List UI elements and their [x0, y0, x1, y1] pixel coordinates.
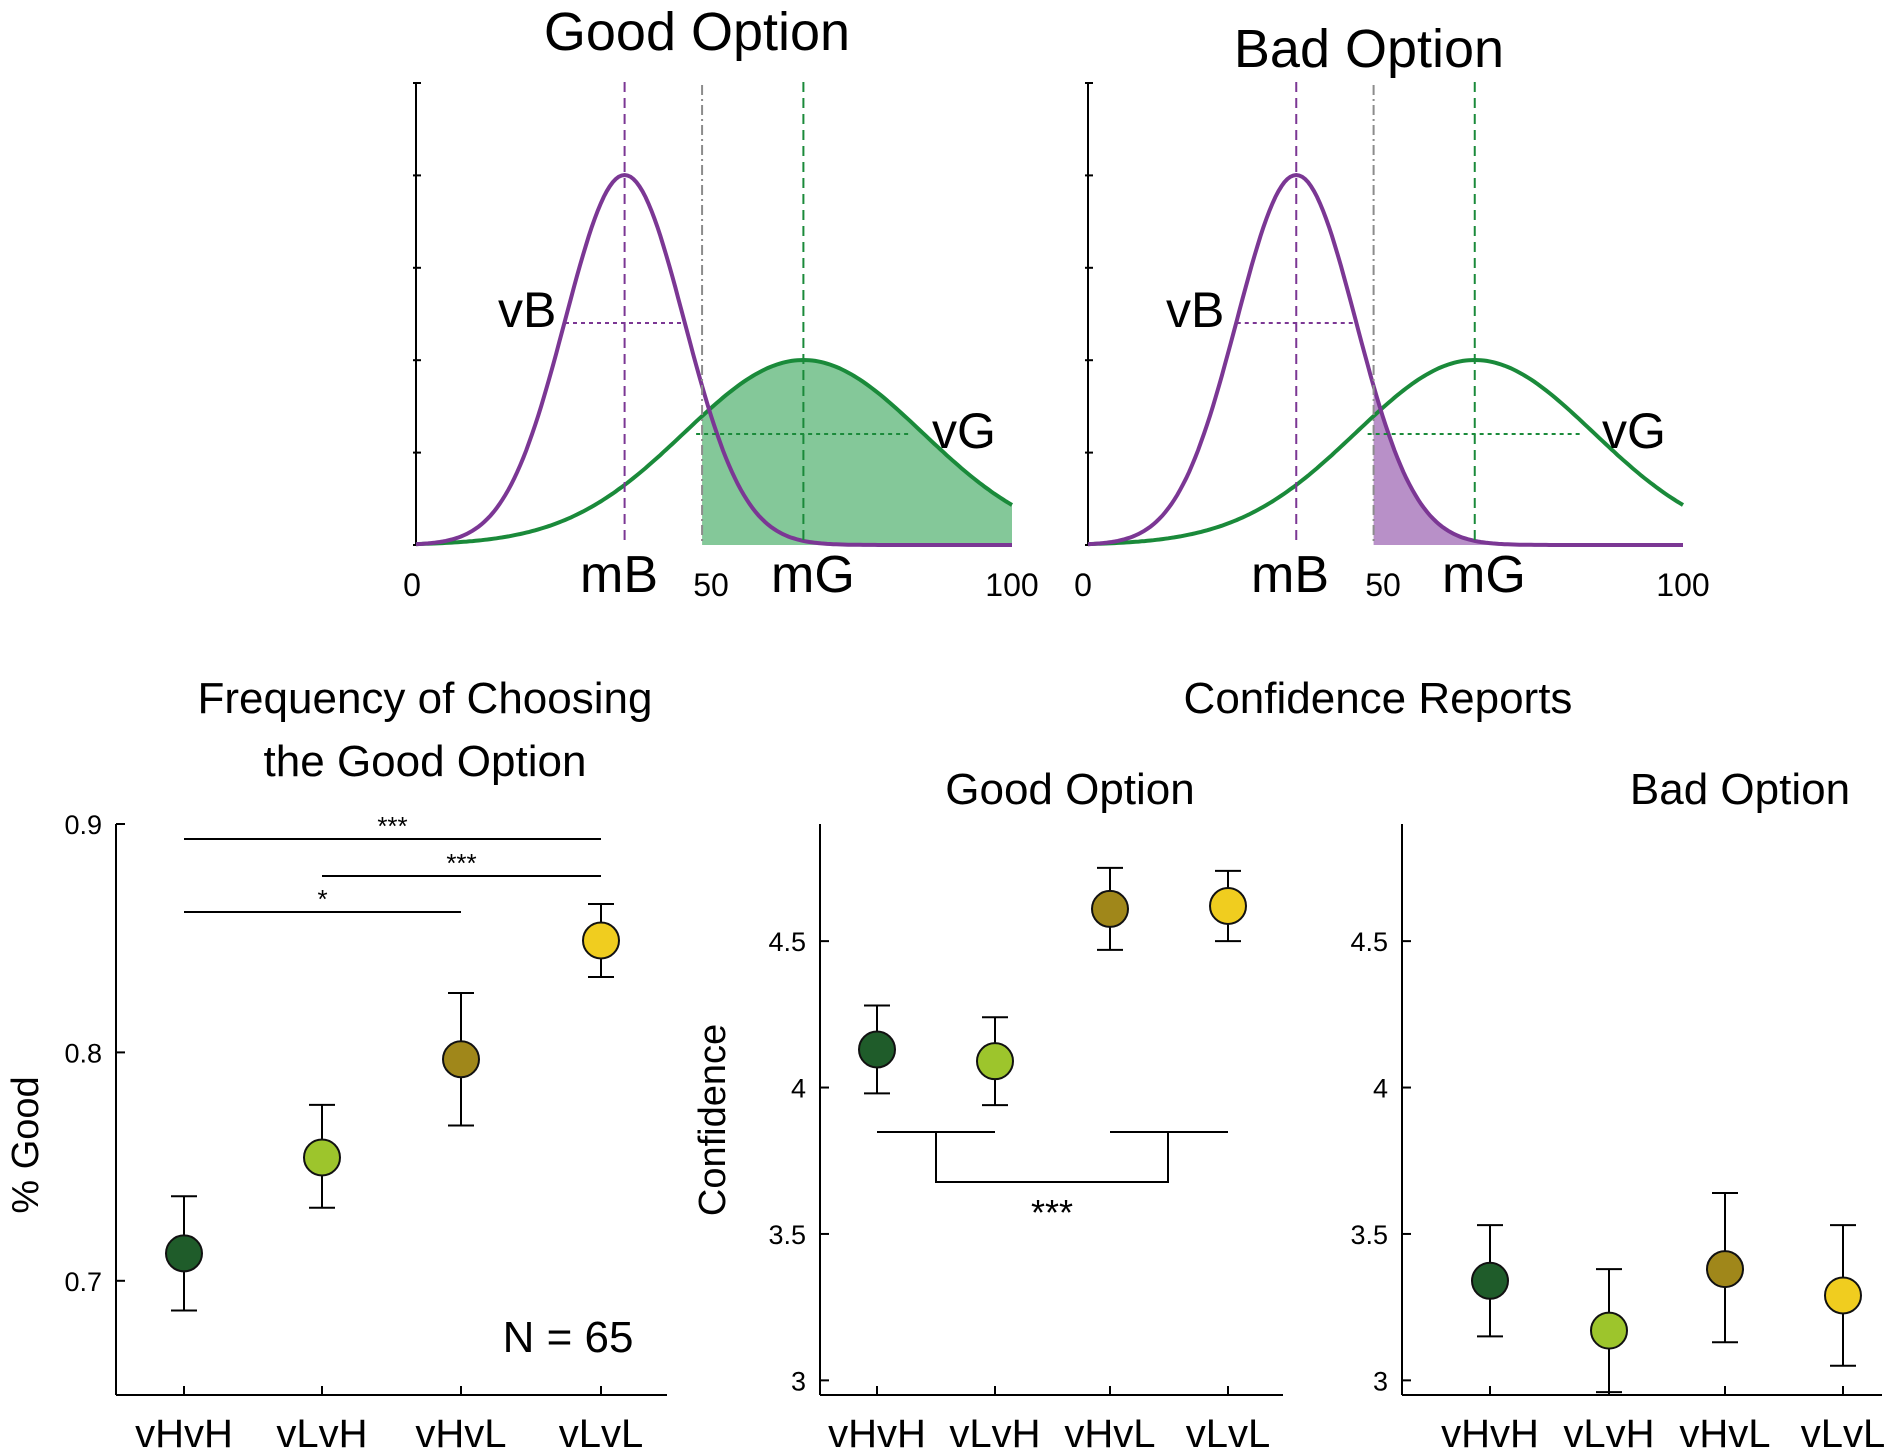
data-point-vLvH	[303, 1138, 341, 1177]
vG-curve	[1087, 357, 1685, 547]
x-tick-label: vLvH	[276, 1412, 367, 1456]
y-tick-label: 4	[1373, 1074, 1388, 1104]
confidence-good-y-ticks: 3 3.5 4 4.5	[768, 927, 829, 1396]
vG-label: vG	[1602, 403, 1666, 459]
significance-label: *	[317, 884, 327, 914]
confidence-bad-x-ticks: vHvH vLvH vHvL vLvL	[1441, 1386, 1885, 1456]
y-tick-label: 4.5	[1350, 927, 1388, 957]
vG-label: vG	[932, 403, 996, 459]
vG-curve	[415, 357, 1014, 547]
data-point-vLvH	[1590, 1311, 1628, 1350]
significance-label: ***	[446, 848, 476, 878]
x-tick-label: vHvL	[1679, 1412, 1770, 1456]
data-point-vHvH	[858, 1030, 896, 1069]
confidence-bad-panel: Bad Option 3 3.5 4 4.5 vHvH vLvH vHvL vLvL	[1350, 765, 1885, 1456]
frequency-panel: Frequency of Choosing the Good Option % …	[5, 674, 667, 1456]
vB-label: vB	[498, 282, 556, 338]
data-point-vHvH	[165, 1234, 203, 1273]
confidence-good-panel: Confidence Reports Good Option Confidenc…	[692, 674, 1572, 1456]
x-tick-0: 0	[403, 567, 421, 603]
x-tick-label: vLvL	[1801, 1412, 1886, 1456]
x-tick-label: vHvH	[135, 1412, 233, 1456]
mG-label: mG	[1442, 546, 1526, 604]
x-tick-label: vLvL	[559, 1412, 644, 1456]
x-tick-50: 50	[1365, 567, 1401, 603]
bad-shaded-area	[1373, 386, 1683, 545]
vB-curve	[415, 172, 1012, 547]
frequency-x-ticks: vHvH vLvH vHvL vLvL	[135, 1386, 643, 1456]
mB-label: mB	[580, 546, 658, 604]
y-tick-label: 4.5	[768, 927, 806, 957]
x-tick-label: vHvL	[415, 1412, 506, 1456]
frequency-title-line-2: the Good Option	[264, 737, 587, 786]
x-tick-label: vLvL	[1186, 1412, 1271, 1456]
top-right-title: Bad Option	[1234, 19, 1504, 79]
confidence-bad-title: Bad Option	[1630, 765, 1850, 814]
frequency-title-line-1: Frequency of Choosing	[198, 674, 653, 723]
bracket-connector	[935, 1132, 1169, 1183]
frequency-points	[165, 902, 620, 1312]
y-tick-label: 0.7	[64, 1267, 102, 1297]
data-point-vHvL	[1706, 1250, 1744, 1289]
confidence-good-x-ticks: vHvH vLvH vHvL vLvL	[828, 1386, 1270, 1456]
confidence-y-label: Confidence	[692, 1024, 734, 1216]
data-point-vHvH	[1471, 1261, 1509, 1300]
confidence-good-title: Good Option	[945, 765, 1195, 814]
x-tick-0: 0	[1074, 567, 1092, 603]
top-right-panel: Bad Option vB vG mB mG 0 50 100	[1074, 19, 1710, 604]
x-tick-50: 50	[693, 567, 729, 603]
y-tick-label: 3.5	[1350, 1220, 1388, 1250]
top-left-title: Good Option	[544, 2, 850, 62]
x-tick-label: vHvH	[828, 1412, 926, 1456]
y-tick-label: 0.8	[64, 1038, 102, 1068]
group-significance-bracket	[877, 1131, 1228, 1183]
frequency-y-ticks: 0.7 0.8 0.9	[64, 810, 125, 1297]
x-tick-100: 100	[1656, 567, 1709, 603]
y-tick-label: 4	[791, 1074, 806, 1104]
data-point-vHvL	[1091, 889, 1129, 928]
good-shaded-area	[702, 360, 1012, 545]
x-tick-label: vHvH	[1441, 1412, 1539, 1456]
vB-curve	[1087, 172, 1683, 547]
frequency-significance-brackets: *******	[184, 811, 601, 914]
significance-label: ***	[377, 811, 407, 841]
data-point-vHvL	[442, 1040, 480, 1079]
y-tick-label: 3.5	[768, 1220, 806, 1250]
top-left-y-ticks	[413, 82, 421, 546]
y-tick-label: 3	[1373, 1366, 1388, 1396]
confidence-bad-points	[1471, 1191, 1862, 1394]
y-tick-label: 3	[791, 1366, 806, 1396]
data-point-vLvL	[1824, 1276, 1862, 1315]
y-tick-label: 0.9	[64, 810, 102, 840]
confidence-bad-y-ticks: 3 3.5 4 4.5	[1350, 927, 1411, 1396]
frequency-y-label: % Good	[5, 1076, 47, 1213]
data-point-vLvL	[1209, 886, 1247, 925]
confidence-super-title: Confidence Reports	[1184, 674, 1573, 723]
mG-label: mG	[771, 546, 855, 604]
vB-label: vB	[1166, 282, 1224, 338]
group-significance-label: ***	[1031, 1192, 1073, 1233]
x-tick-label: vLvH	[1563, 1412, 1654, 1456]
x-tick-label: vLvH	[949, 1412, 1040, 1456]
vB-shaded-region	[1373, 386, 1683, 545]
x-tick-label: vHvL	[1064, 1412, 1155, 1456]
n-annotation: N = 65	[503, 1313, 634, 1362]
confidence-good-points	[858, 866, 1247, 1107]
x-tick-100: 100	[985, 567, 1038, 603]
top-left-panel: Good Option vB vG mB mG 0 50 100	[403, 2, 1039, 604]
mB-label: mB	[1251, 546, 1329, 604]
data-point-vLvH	[976, 1042, 1014, 1081]
vG-shaded-region	[702, 360, 1012, 545]
data-point-vLvL	[582, 921, 620, 960]
